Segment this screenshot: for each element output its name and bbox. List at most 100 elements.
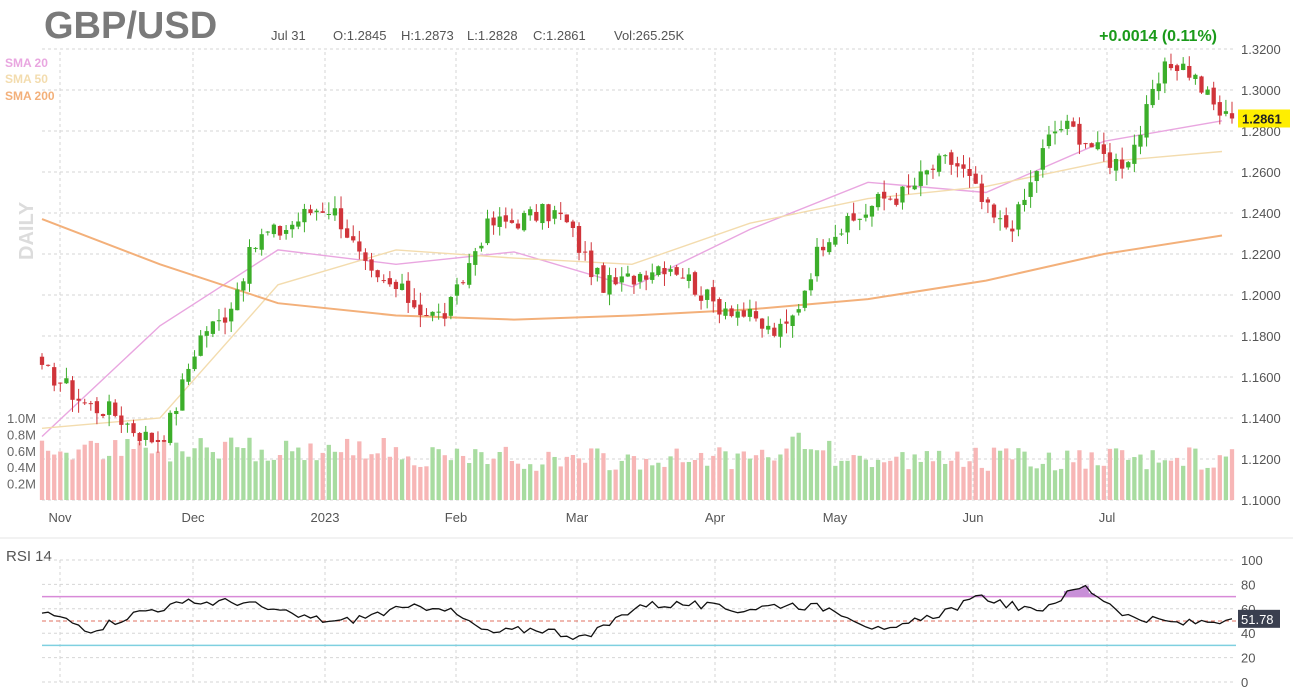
candle-body xyxy=(863,214,868,218)
volume-bar xyxy=(784,448,789,500)
volume-bar xyxy=(894,456,899,500)
volume-bar xyxy=(100,459,106,500)
candle-body xyxy=(528,209,533,216)
volume-bar xyxy=(717,447,722,500)
rsi-line xyxy=(41,584,1233,641)
candle-body xyxy=(1058,129,1064,131)
candle-body xyxy=(753,311,759,319)
rsi-tick-label: 0 xyxy=(1241,675,1248,690)
volume-bar xyxy=(888,460,893,500)
volume-bar xyxy=(1065,450,1070,500)
candle-body xyxy=(131,423,136,434)
candle-body xyxy=(589,250,594,278)
candle-body xyxy=(814,246,820,277)
volume-bar xyxy=(125,439,130,500)
candle-body xyxy=(1211,87,1216,105)
volume-bar xyxy=(509,460,515,500)
candle-body xyxy=(119,415,124,425)
candle-body xyxy=(619,276,624,283)
candle-body xyxy=(186,368,191,382)
volume-bar xyxy=(534,470,539,500)
candle-body xyxy=(88,403,93,405)
candle-body xyxy=(399,283,405,290)
candle-body xyxy=(991,204,997,218)
volume-bar xyxy=(1113,448,1119,500)
volume-bar xyxy=(1095,465,1100,500)
rsi-tick-label: 80 xyxy=(1241,577,1255,592)
price-tick-label: 1.1200 xyxy=(1241,452,1281,467)
volume-bars xyxy=(39,432,1235,500)
volume-bar xyxy=(406,456,411,500)
candle-body xyxy=(845,215,850,233)
volume-bar xyxy=(625,454,630,500)
volume-bar xyxy=(180,451,185,500)
price-tick-label: 1.3000 xyxy=(1241,83,1281,98)
candle-body xyxy=(1199,76,1204,93)
candle-body xyxy=(534,211,539,221)
candle-body xyxy=(344,228,350,238)
candle-body xyxy=(1168,64,1174,69)
candle-body xyxy=(460,282,466,284)
candle-body xyxy=(448,297,454,316)
header-low: L:1.2828 xyxy=(467,28,518,43)
candle-body xyxy=(1089,143,1094,148)
volume-bar xyxy=(961,466,966,500)
volume-bar xyxy=(314,460,319,500)
candle-body xyxy=(1034,171,1039,182)
rsi-tick-label: 20 xyxy=(1241,651,1255,666)
volume-bar xyxy=(454,448,460,500)
volume-bar xyxy=(711,455,716,500)
candle-body xyxy=(100,414,106,416)
candle-body xyxy=(747,308,753,317)
volume-bar xyxy=(88,440,93,500)
candle-body xyxy=(174,411,179,415)
candle-body xyxy=(149,432,154,443)
last-price-badge xyxy=(1238,109,1290,128)
candle-body xyxy=(595,267,600,275)
header-high: H:1.2873 xyxy=(401,28,454,43)
volume-tick-label: 0.6M xyxy=(7,444,36,459)
volume-bar xyxy=(698,452,704,500)
last-price-label: 1.2861 xyxy=(1242,111,1282,126)
volume-bar xyxy=(918,461,923,500)
candle-body xyxy=(637,273,643,282)
candle-body xyxy=(515,223,521,229)
volume-bar xyxy=(210,452,216,500)
volume-bar xyxy=(515,463,521,500)
candle-body xyxy=(320,211,325,213)
volume-bar xyxy=(1223,456,1229,500)
candle-body xyxy=(52,367,57,386)
volume-tick-label: 0.8M xyxy=(7,427,36,442)
candle-body xyxy=(1004,215,1009,228)
candle-body xyxy=(161,440,167,442)
volume-bar xyxy=(302,460,307,500)
volume-bar xyxy=(1046,452,1052,500)
volume-bar xyxy=(851,455,856,500)
volume-bar xyxy=(1022,451,1027,500)
candle-body xyxy=(216,320,222,322)
volume-bar xyxy=(778,454,783,500)
volume-bar xyxy=(1199,469,1204,500)
volume-bar xyxy=(473,449,478,500)
volume-bar xyxy=(1138,454,1143,500)
candle-body xyxy=(229,308,234,322)
volume-bar xyxy=(869,467,875,500)
candle-body xyxy=(967,169,972,176)
candle-body xyxy=(1046,134,1052,147)
candle-body xyxy=(509,220,515,223)
candle-body xyxy=(955,163,960,167)
volume-bar xyxy=(619,460,624,500)
candle-body xyxy=(265,231,270,233)
candle-body xyxy=(705,289,710,300)
volume-bar xyxy=(436,449,441,500)
price-tick-label: 1.2800 xyxy=(1241,124,1281,139)
candle-body xyxy=(930,168,936,170)
volume-bar xyxy=(601,453,606,500)
candle-body xyxy=(741,310,746,317)
volume-bar xyxy=(1101,465,1106,500)
volume-bar xyxy=(582,462,588,500)
volume-bar xyxy=(1089,452,1094,500)
volume-bar xyxy=(418,466,423,500)
volume-bar xyxy=(656,462,661,500)
candle-body xyxy=(1132,144,1137,164)
